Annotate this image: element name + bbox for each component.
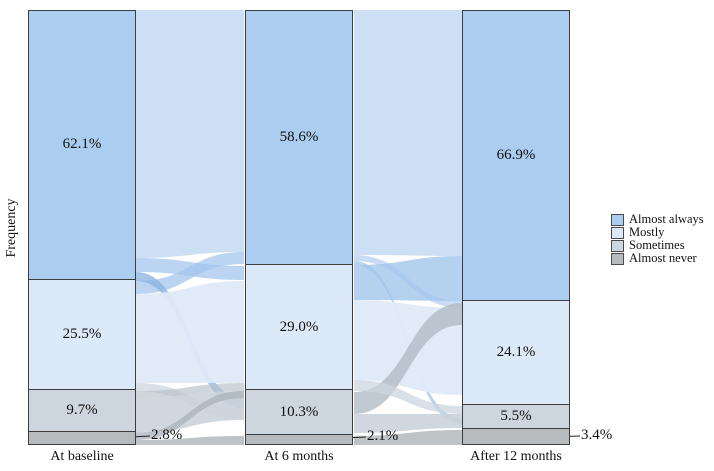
- segment-almost-never: [29, 431, 135, 444]
- x-label-baseline: At baseline: [50, 449, 114, 464]
- x-label-6months: At 6 months: [264, 449, 334, 464]
- legend-swatch-sometimes: [611, 239, 624, 252]
- segment-sometimes: 5.5%: [463, 405, 569, 429]
- segment-mostly: 29.0%: [246, 264, 352, 391]
- y-axis-label: Frequency: [4, 198, 19, 258]
- segment-almost-always: 62.1%: [29, 11, 135, 280]
- flow-never-never-2: [354, 430, 462, 445]
- flow-always-always-2: [354, 10, 462, 256]
- segment-value-label: 62.1%: [62, 136, 102, 153]
- segment-value-label: 10.3%: [279, 403, 319, 420]
- flow-never-sometimes-1: [136, 391, 244, 440]
- outside-label-6months: 2.1%: [367, 428, 399, 444]
- legend-label: Almost always: [629, 212, 704, 226]
- segment-value-label: 25.5%: [62, 325, 102, 342]
- x-label-12months: After 12 months: [470, 449, 562, 464]
- legend-item-sometimes: Sometimes: [611, 239, 704, 252]
- segment-value-label: 58.6%: [279, 128, 319, 145]
- segment-almost-never: [246, 434, 352, 444]
- legend-item-almost-always: Almost always: [611, 213, 704, 226]
- flow-always-always-1: [136, 10, 244, 258]
- flow-mostly-always-2: [354, 256, 462, 301]
- legend-item-almost-never: Almost never: [611, 252, 704, 265]
- flow-never-never-1: [136, 436, 244, 445]
- flow-sometimes-sometimes-2: [354, 414, 462, 433]
- stacked-bar-2: 58.6% 29.0% 10.3%: [245, 10, 353, 445]
- legend-item-mostly: Mostly: [611, 226, 704, 239]
- segment-mostly: 24.1%: [463, 300, 569, 406]
- outside-label-12months: 3.4%: [581, 427, 613, 443]
- legend-swatch-almost-always: [611, 213, 624, 226]
- legend-label: Sometimes: [629, 238, 685, 252]
- segment-mostly: 25.5%: [29, 279, 135, 390]
- segment-sometimes: 9.7%: [29, 389, 135, 432]
- segment-almost-never: [463, 428, 569, 444]
- segment-value-label: 29.0%: [279, 318, 319, 335]
- segment-value-label: 9.7%: [66, 401, 98, 418]
- flow-mostly-sometimes-2: [354, 380, 462, 414]
- legend-swatch-almost-never: [611, 252, 624, 265]
- segment-value-label: 24.1%: [496, 343, 536, 360]
- legend-label: Almost never: [629, 251, 697, 265]
- legend-swatch-mostly: [611, 226, 624, 239]
- segment-value-label: 5.5%: [500, 407, 532, 424]
- segment-value-label: 66.9%: [496, 146, 536, 163]
- legend-label: Mostly: [629, 225, 665, 239]
- stacked-bar-3: 66.9% 24.1% 5.5%: [462, 10, 570, 445]
- flow-mostly-mostly-1: [136, 281, 244, 383]
- segment-almost-always: 66.9%: [463, 11, 569, 301]
- segment-almost-always: 58.6%: [246, 11, 352, 265]
- flow-mostly-always-1: [136, 252, 244, 294]
- stacked-bar-1: 62.1% 25.5% 9.7%: [28, 10, 136, 445]
- flow-sometimes-mostly-1: [136, 383, 244, 398]
- outside-label-baseline: 2.8%: [151, 427, 183, 443]
- legend: Almost always Mostly Sometimes Almost ne…: [611, 213, 704, 265]
- segment-sometimes: 10.3%: [246, 390, 352, 435]
